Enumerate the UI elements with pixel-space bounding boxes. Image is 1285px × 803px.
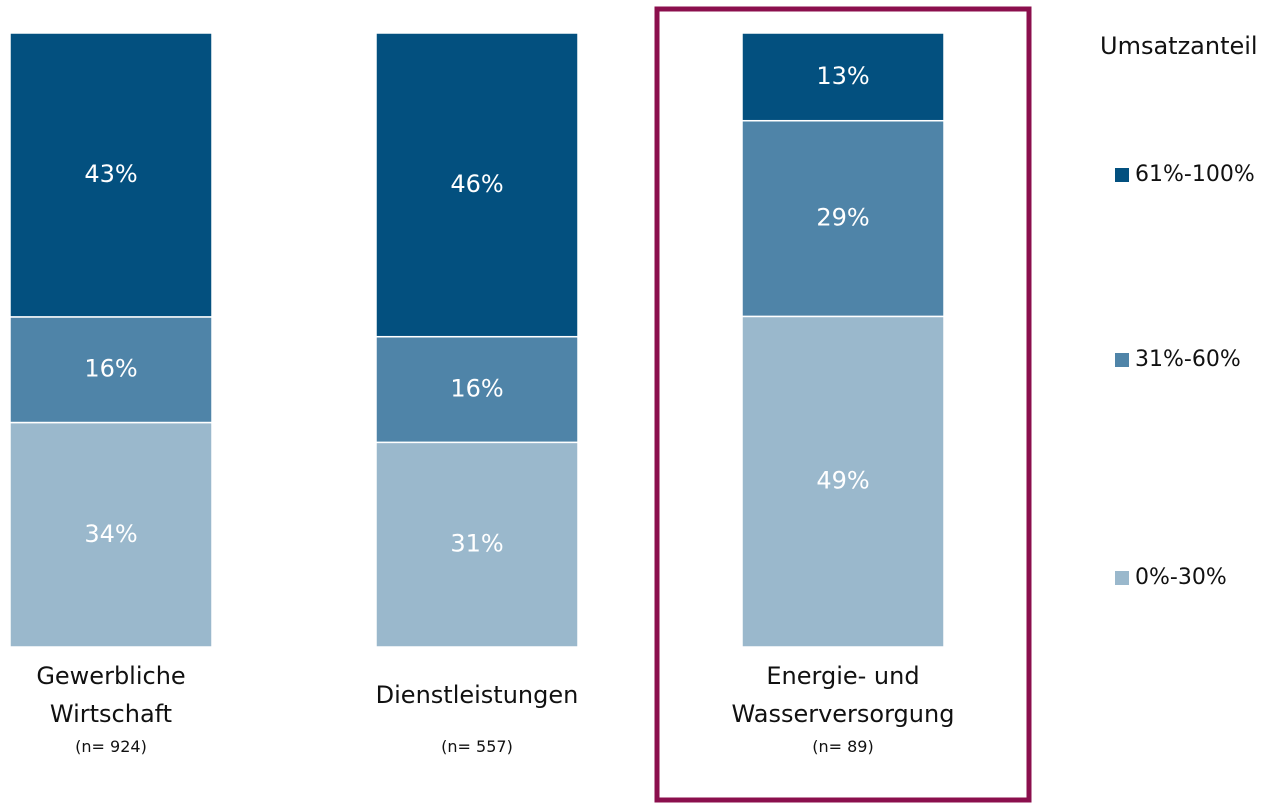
data-label: 16% [84, 355, 137, 383]
bar-segment [9, 32, 213, 318]
data-label: 46% [450, 170, 503, 198]
data-label: 29% [816, 204, 869, 232]
bar-segment [741, 315, 945, 648]
bar-segment [375, 335, 579, 444]
data-label: 31% [450, 530, 503, 558]
legend-title: Umsatzanteil [1100, 32, 1258, 60]
bar-segment [741, 32, 945, 122]
highlight-box [654, 6, 1032, 803]
category-label: Gewerbliche Wirtschaft [36, 662, 186, 728]
category-label: Dienstleistungen [375, 681, 579, 709]
bar-segment [741, 119, 945, 318]
sample-size: (n= 924) [75, 737, 147, 756]
bar-segment [9, 421, 213, 648]
legend-label: 31%-60% [1135, 347, 1241, 372]
data-label: 34% [84, 520, 137, 548]
sample-size: (n= 557) [441, 737, 513, 756]
bar-segment [9, 316, 213, 424]
sample-size: (n= 89) [812, 737, 874, 756]
data-label: 49% [816, 467, 869, 495]
data-label: 43% [84, 160, 137, 188]
category-label: Energie- und Wasserversorgung [731, 662, 955, 728]
bar-segment [375, 32, 579, 338]
legend-swatch [1115, 353, 1129, 367]
data-label: 16% [450, 375, 503, 403]
legend-swatch [1115, 571, 1129, 585]
legend-label: 61%-100% [1135, 162, 1255, 187]
legend-swatch [1115, 168, 1129, 182]
data-label: 13% [816, 62, 869, 90]
legend-label: 0%-30% [1135, 565, 1227, 590]
